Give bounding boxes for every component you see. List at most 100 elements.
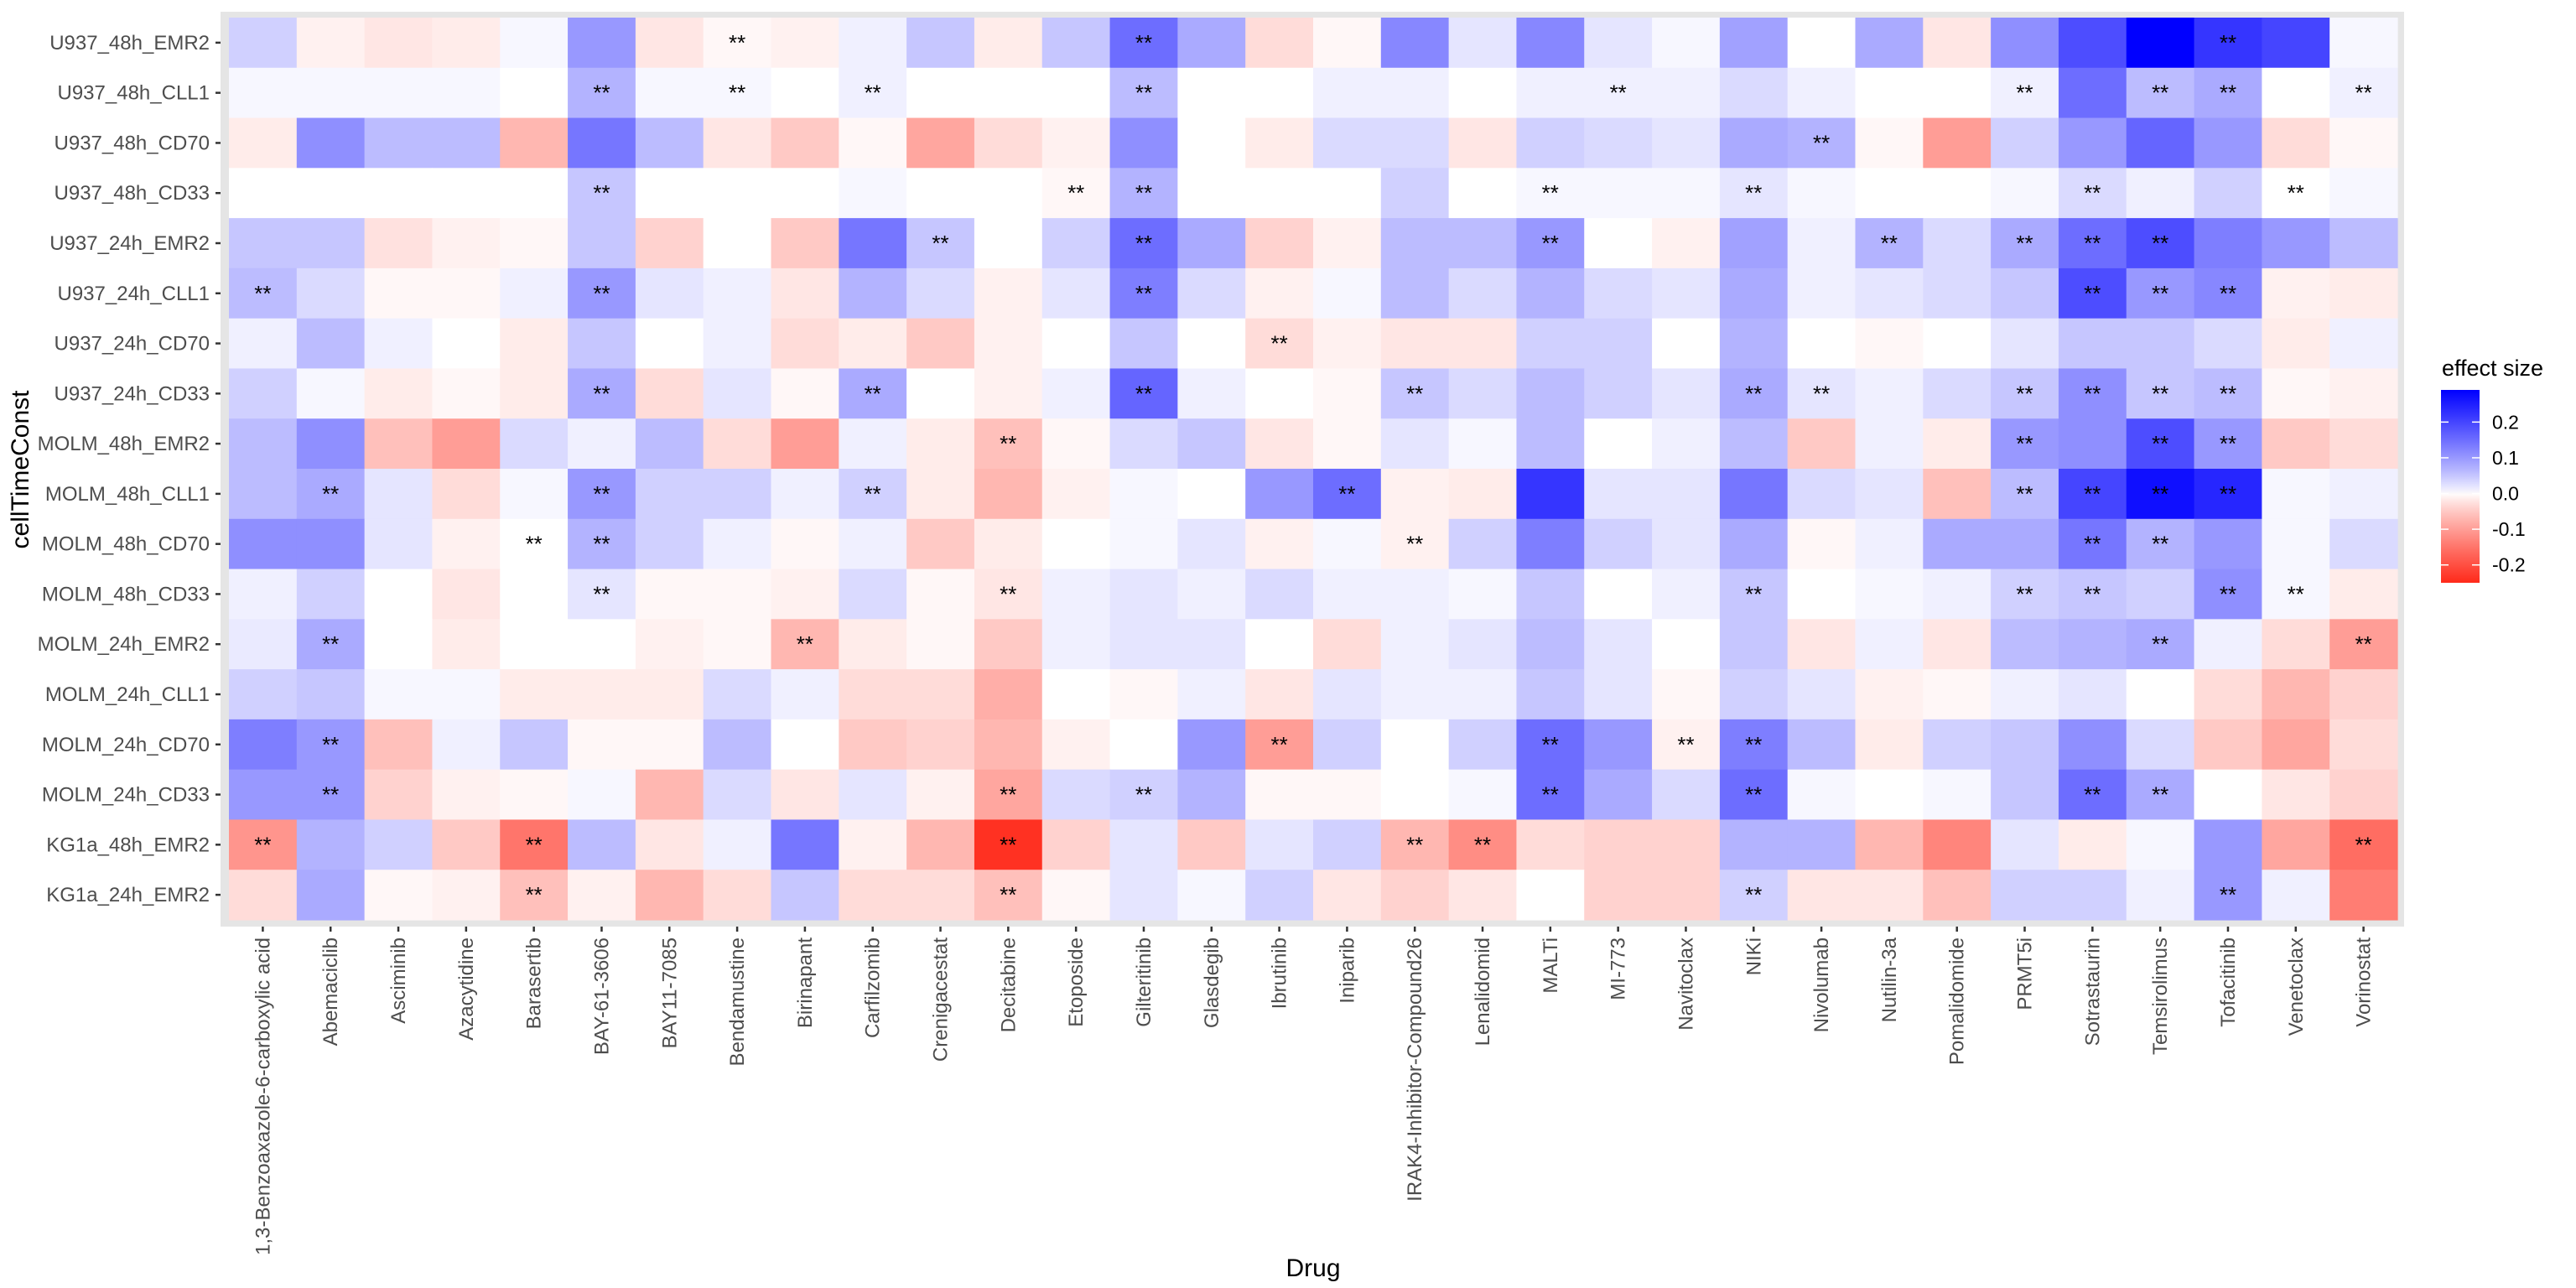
legend-tick-label: -0.1	[2492, 518, 2526, 540]
heatmap-cell	[1516, 318, 1585, 370]
heatmap-cell	[771, 469, 839, 520]
significance-marker: **	[1745, 882, 1762, 907]
y-tick-label: U937_48h_CD33	[55, 182, 210, 205]
heatmap-cell	[1652, 819, 1721, 870]
heatmap-cell	[500, 619, 569, 670]
significance-marker: **	[1135, 782, 1152, 808]
heatmap-cell	[1652, 168, 1721, 219]
heatmap-cell	[771, 418, 839, 470]
heatmap-cell	[500, 18, 569, 69]
heatmap-cell	[568, 418, 636, 470]
heatmap-cell	[1991, 518, 2059, 570]
significance-marker: **	[865, 481, 881, 506]
significance-marker: **	[2355, 631, 2371, 657]
significance-marker: **	[2152, 782, 2168, 808]
significance-marker: **	[2220, 281, 2236, 306]
heatmap-cell	[974, 870, 1043, 921]
heatmap-cell	[1652, 769, 1721, 821]
heatmap-cell	[500, 669, 569, 720]
heatmap-cell	[500, 67, 569, 119]
heatmap-cell	[1177, 769, 1246, 821]
heatmap-cell	[432, 218, 501, 269]
significance-marker: **	[1000, 581, 1016, 606]
heatmap-cell	[1991, 18, 2059, 69]
heatmap-cell	[2262, 117, 2330, 169]
significance-marker: **	[593, 381, 610, 406]
heatmap-cell	[1448, 819, 1518, 870]
heatmap-cell	[568, 18, 636, 69]
heatmap-cell	[1380, 168, 1450, 219]
heatmap-cell	[2126, 870, 2195, 921]
x-tick-label: Iniparib	[1336, 937, 1358, 1004]
heatmap-cell	[1109, 518, 1178, 570]
heatmap-cell	[568, 870, 636, 921]
heatmap-cell	[296, 18, 366, 69]
heatmap-cell	[1991, 117, 2059, 169]
heatmap-cell	[703, 168, 772, 219]
heatmap-cell	[974, 318, 1043, 370]
heatmap-cell	[364, 168, 434, 219]
x-tick-label: Tofacitinib	[2217, 937, 2240, 1027]
heatmap-cell	[500, 267, 569, 319]
significance-marker: **	[1542, 782, 1559, 808]
heatmap-cell	[1787, 469, 1857, 520]
heatmap-cell	[906, 619, 975, 670]
heatmap-cell	[568, 318, 636, 370]
heatmap-cell	[2194, 18, 2262, 69]
heatmap-cell	[1855, 318, 1924, 370]
heatmap-cell	[229, 769, 298, 821]
heatmap-cell	[1855, 18, 1924, 69]
heatmap-cell	[839, 18, 907, 69]
heatmap-cell	[1652, 669, 1721, 720]
heatmap-cell	[771, 719, 839, 771]
y-tick-label: MOLM_24h_CD33	[42, 784, 210, 807]
heatmap-cell	[635, 218, 704, 269]
y-tick-label: U937_24h_CD70	[55, 333, 210, 356]
significance-marker: **	[1406, 832, 1423, 857]
heatmap-cell	[635, 619, 704, 670]
heatmap-cell	[432, 67, 501, 119]
heatmap-cell	[1380, 117, 1450, 169]
heatmap-cell	[296, 267, 366, 319]
heatmap-cell	[1448, 368, 1518, 419]
heatmap-cell	[1584, 418, 1653, 470]
heatmap-cell	[771, 368, 839, 419]
heatmap-cell	[1855, 619, 1924, 670]
heatmap-cell	[296, 569, 366, 620]
significance-marker: **	[1000, 882, 1016, 907]
heatmap-cell	[1380, 669, 1450, 720]
heatmap-cell	[2194, 368, 2262, 419]
heatmap-cell	[1991, 769, 2059, 821]
heatmap-cell	[1855, 418, 1924, 470]
heatmap-cell	[2262, 769, 2330, 821]
heatmap-cell	[500, 318, 569, 370]
heatmap-cell	[974, 819, 1043, 870]
heatmap-cell	[568, 719, 636, 771]
heatmap-cell	[2194, 67, 2262, 119]
heatmap-cell	[1923, 719, 1992, 771]
y-tick-label: MOLM_24h_EMR2	[38, 633, 210, 656]
x-tick-label: Ibrutinib	[1269, 937, 1291, 1009]
heatmap-cell	[839, 469, 907, 520]
significance-marker: **	[1677, 732, 1694, 757]
heatmap-cell	[2329, 669, 2398, 720]
heatmap-cell	[771, 769, 839, 821]
heatmap-cell	[1855, 669, 1924, 720]
significance-marker: **	[2016, 80, 2033, 106]
heatmap-cell	[1584, 18, 1653, 69]
heatmap-cell	[229, 619, 298, 670]
heatmap-cell	[1245, 819, 1314, 870]
heatmap-cell	[1177, 469, 1246, 520]
heatmap-cell	[1787, 819, 1857, 870]
heatmap-cell	[432, 769, 501, 821]
heatmap-cell	[1109, 769, 1178, 821]
heatmap-cell	[1313, 267, 1382, 319]
heatmap-cell	[2194, 669, 2262, 720]
heatmap-cell	[1787, 218, 1857, 269]
heatmap-cell	[1719, 669, 1789, 720]
significance-marker: **	[322, 782, 339, 808]
heatmap-cell	[906, 117, 975, 169]
heatmap-cell	[1109, 719, 1178, 771]
heatmap-cell	[1245, 469, 1314, 520]
heatmap-cell	[568, 368, 636, 419]
